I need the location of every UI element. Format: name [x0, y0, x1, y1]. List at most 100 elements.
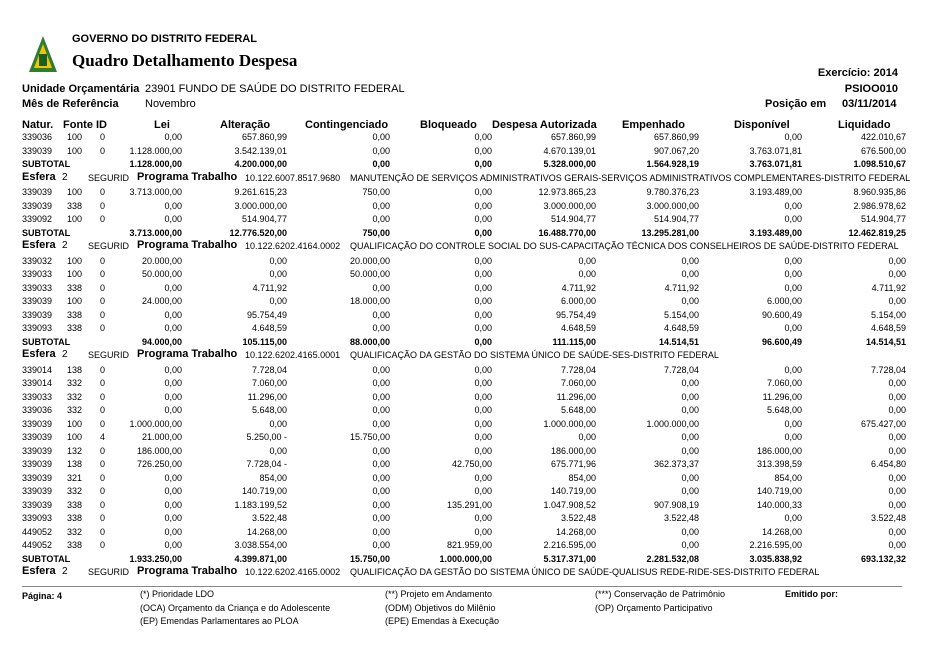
cell: 3.522,48 [251, 513, 287, 523]
esfera: 2 [62, 171, 68, 183]
subtotal-label: SUBTOTAL [22, 159, 71, 169]
column-header: Disponível [734, 119, 790, 131]
cell: 0,00 [164, 364, 182, 375]
cell: 140.719,00 [756, 486, 802, 496]
cell: 0,00 [372, 472, 390, 483]
column-header: ID [96, 119, 107, 131]
cell: 339039 [22, 486, 53, 496]
subtotal-value: 15.750,00 [349, 553, 390, 564]
column-header: Empenhado [622, 119, 685, 131]
subtotal-value: 13.295.281,00 [641, 227, 699, 238]
cell: 100 [67, 214, 83, 224]
report-code: PSIOO010 [844, 83, 898, 95]
program-code: 10.122.6007.8517.9680 [245, 172, 341, 183]
cell: 0,00 [784, 132, 802, 142]
cell: 11.296,00 [762, 391, 802, 402]
position: 03/11/2014 [842, 98, 897, 110]
cell: 0,00 [474, 486, 492, 496]
cell: 100 [67, 187, 83, 197]
cell: 3.522,48 [560, 513, 596, 523]
subtotal-value: 1.098.510,67 [853, 159, 906, 169]
subtotal-value: 111.115,00 [552, 336, 596, 347]
cell: 1.000.000,00 [543, 418, 596, 429]
cell: 3.000.000,00 [234, 200, 287, 211]
column-header: Despesa Autorizada [492, 119, 597, 131]
cell: 3.542.139,01 [234, 145, 287, 156]
cell: 0,00 [474, 269, 492, 279]
column-header: Liquidado [838, 119, 891, 131]
cell: 854,00 [259, 472, 287, 483]
cell: 0,00 [784, 432, 802, 442]
cell: 750,00 [362, 187, 390, 197]
cell: 21.000,00 [141, 432, 182, 442]
cell: 7.060,00 [766, 378, 802, 388]
cell: 0,00 [578, 255, 596, 266]
cell: 20.000,00 [349, 255, 390, 266]
cell: 7.728,04 - [246, 459, 287, 469]
cell: 0,00 [784, 364, 802, 375]
cell: 0,00 [372, 214, 390, 224]
cell: 0,00 [474, 187, 492, 197]
legend-item: (EP) Emendas Parlamentares ao PLOA [140, 616, 299, 626]
cell: 0,00 [164, 391, 182, 402]
cell: 0,00 [474, 513, 492, 523]
cell: 4.648,59 [870, 323, 906, 333]
program-code: 10.122.6202.4164.0002 [245, 241, 341, 251]
cell: 0,00 [372, 323, 390, 333]
program-description: QUALIFICAÇÃO DO CONTROLE SOCIAL DO SUS-C… [350, 241, 899, 251]
cell: 0 [100, 526, 106, 537]
cell: 0,00 [681, 269, 699, 279]
cell: 449052 [22, 526, 53, 537]
cell: 0,00 [888, 269, 906, 279]
cell: 0,00 [474, 378, 492, 388]
cell: 24.000,00 [141, 296, 182, 306]
cell: 95.754,49 [246, 309, 287, 320]
program-label: Programa Trabalho [137, 565, 238, 577]
cell: 0,00 [474, 296, 492, 306]
cell: 100 [67, 132, 83, 142]
cell: 0,00 [681, 405, 699, 415]
esfera: 2 [62, 240, 68, 251]
cell: 0 [100, 405, 106, 415]
subtotal-value: 0,00 [474, 227, 492, 238]
cell: 6.000,00 [766, 296, 802, 306]
cell: 0,00 [474, 432, 492, 442]
cell: 1.000.000,00 [646, 418, 699, 429]
cell: 5.154,00 [870, 309, 906, 320]
subtotal-value: 5.317.371,00 [543, 553, 596, 564]
column-header: Fonte [63, 119, 93, 131]
cell: 0,00 [474, 405, 492, 415]
segment: SEGURID [88, 172, 130, 183]
subtotal-value: 3.193.489,00 [749, 227, 802, 238]
cell: 7.060,00 [560, 378, 596, 388]
cell: 3.713.000,00 [129, 187, 182, 197]
cell: 5.648,00 [251, 405, 287, 415]
column-header: Lei [154, 119, 170, 131]
cell: 0,00 [164, 378, 182, 388]
cell: 0,00 [372, 445, 390, 456]
subtotal-value: 105.115,00 [242, 336, 287, 347]
cell: 2.216.595,00 [749, 540, 802, 550]
column-header: Natur. [22, 119, 54, 131]
cell: 7.728,04 [251, 364, 287, 375]
cell: 3.000.000,00 [543, 200, 596, 211]
cell: 0,00 [372, 200, 390, 211]
cell: 0,00 [372, 378, 390, 388]
cell: 339033 [22, 391, 53, 402]
cell: 726.250,00 [136, 459, 182, 469]
cell: 313.398,59 [756, 459, 802, 469]
cell: 0,00 [784, 323, 802, 333]
cell: 5.648,00 [766, 405, 802, 415]
cell: 0,00 [474, 214, 492, 224]
legend-item: (ODM) Objetivos do Milênio [385, 602, 496, 613]
subtotal-value: 3.713.000,00 [129, 227, 182, 238]
cell: 0 [100, 472, 106, 483]
cell: 100 [67, 255, 83, 266]
cell: 0,00 [784, 418, 802, 429]
cell: 0,00 [681, 486, 699, 496]
cell: 657.860,99 [241, 132, 287, 142]
cell: 0 [100, 540, 106, 550]
cell: 0 [100, 200, 106, 211]
cell: 332 [67, 486, 83, 496]
cell: 339039 [22, 200, 53, 211]
